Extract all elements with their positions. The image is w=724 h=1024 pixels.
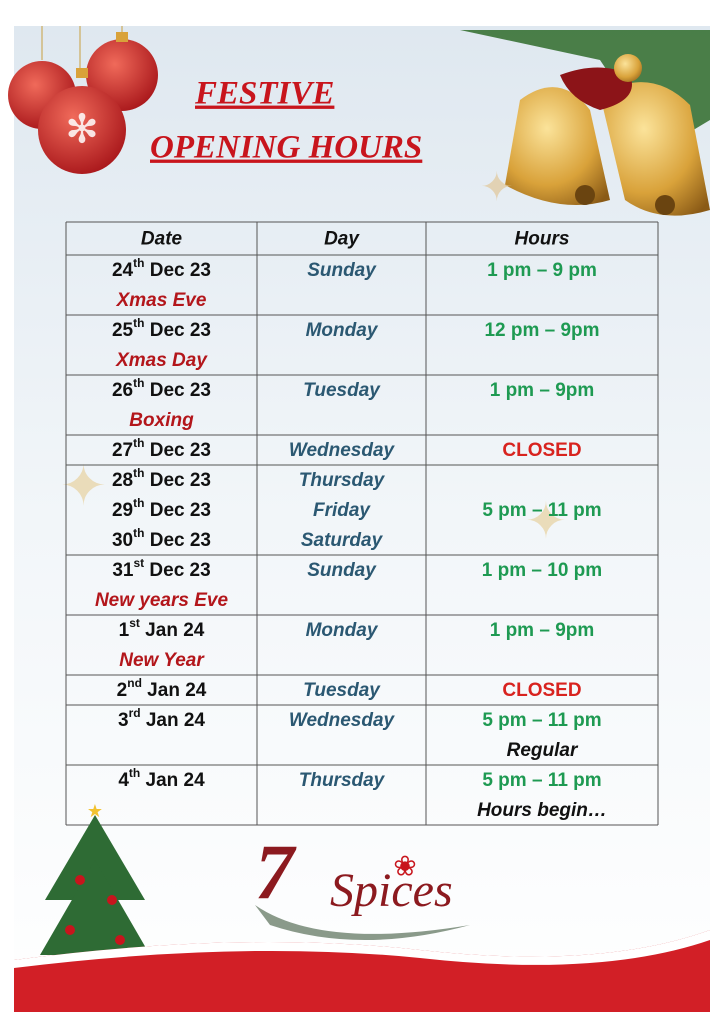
date-day: 27	[112, 440, 133, 461]
date-rest: Dec 23	[144, 500, 211, 521]
day: Friday	[313, 500, 371, 521]
date-suffix: th	[133, 256, 144, 270]
hours: 12 pm – 9pm	[484, 320, 599, 341]
bells	[460, 30, 710, 216]
date-day: 4	[118, 770, 129, 791]
date: 3rd Jan 24	[118, 706, 205, 731]
date-rest: Dec 23	[144, 320, 211, 341]
date-suffix: th	[133, 496, 144, 510]
hours: 1 pm – 9pm	[490, 620, 595, 641]
date: 1st Jan 24	[119, 616, 205, 641]
date-suffix: th	[133, 376, 144, 390]
day: Tuesday	[303, 380, 381, 401]
date-day: 3	[118, 710, 129, 731]
date-note: Xmas Eve	[116, 290, 207, 311]
hours: 5 pm – 11 pm	[482, 710, 601, 731]
day: Monday	[306, 320, 379, 341]
date-suffix: th	[133, 466, 144, 480]
date: 2nd Jan 24	[117, 676, 207, 701]
hours: 5 pm – 11 pm	[482, 500, 601, 521]
date-day: 1	[119, 620, 130, 641]
logo: 7 Spices ❀	[255, 828, 470, 940]
date-rest: Jan 24	[140, 770, 205, 791]
day: Monday	[306, 620, 379, 641]
date-note: Xmas Day	[115, 350, 208, 371]
date: 28th Dec 23	[112, 466, 211, 491]
date-note: Boxing	[129, 410, 194, 431]
date-rest: Jan 24	[140, 620, 205, 641]
day: Thursday	[299, 470, 386, 491]
date: 30th Dec 23	[112, 526, 211, 551]
column-header: Date	[141, 229, 183, 250]
date-suffix: th	[133, 436, 144, 450]
date-suffix: rd	[129, 706, 141, 720]
svg-text:✻: ✻	[65, 108, 99, 152]
date: 25th Dec 23	[112, 316, 211, 341]
hours: CLOSED	[502, 440, 581, 461]
date-note: New Year	[119, 650, 205, 671]
title-line2: OPENING HOURS	[150, 130, 422, 166]
date-day: 29	[112, 500, 133, 521]
logo-number: 7	[255, 828, 297, 915]
hours: Regular	[507, 740, 579, 761]
date-suffix: st	[129, 616, 140, 630]
hours: 1 pm – 9pm	[490, 380, 595, 401]
date-rest: Dec 23	[144, 440, 211, 461]
day: Tuesday	[303, 680, 381, 701]
logo-swoosh	[255, 905, 470, 940]
date-day: 24	[112, 260, 134, 281]
date: 26th Dec 23	[112, 376, 211, 401]
day: Wednesday	[289, 440, 396, 461]
date: 4th Jan 24	[118, 766, 205, 791]
date-day: 31	[112, 560, 134, 581]
hours: CLOSED	[502, 680, 581, 701]
date-day: 2	[117, 680, 128, 701]
date: 24th Dec 23	[112, 256, 211, 281]
hours: 1 pm – 9 pm	[487, 260, 597, 281]
logo-name: Spices	[330, 864, 453, 917]
date-rest: Dec 23	[144, 380, 211, 401]
date-rest: Dec 23	[144, 260, 211, 281]
baubles: ✻	[8, 26, 158, 174]
date-suffix: th	[133, 316, 144, 330]
svg-text:★: ★	[87, 801, 103, 821]
date: 29th Dec 23	[112, 496, 211, 521]
day: Wednesday	[289, 710, 396, 731]
date: 31st Dec 23	[112, 556, 210, 581]
title-line1: FESTIVE	[194, 76, 334, 112]
date-rest: Jan 24	[142, 680, 207, 701]
date-rest: Dec 23	[144, 470, 211, 491]
date-suffix: th	[129, 766, 140, 780]
date-rest: Dec 23	[144, 530, 211, 551]
column-header: Hours	[515, 229, 570, 250]
date-day: 26	[112, 380, 133, 401]
date: 27th Dec 23	[112, 436, 211, 461]
date-day: 30	[112, 530, 133, 551]
day: Sunday	[307, 560, 377, 581]
day: Saturday	[301, 530, 384, 551]
wave-stripe	[14, 930, 710, 968]
date-suffix: st	[133, 556, 144, 570]
column-header: Day	[324, 229, 360, 250]
star: ✦	[480, 166, 514, 210]
star: ✦	[525, 493, 567, 549]
date-suffix: th	[133, 526, 144, 540]
hours: Hours begin…	[477, 800, 607, 821]
day: Sunday	[307, 260, 377, 281]
hours: 1 pm – 10 pm	[482, 560, 602, 581]
date-rest: Jan 24	[141, 710, 206, 731]
star: ✦	[60, 454, 107, 517]
date-note: New years Eve	[95, 590, 229, 611]
logo-lotus: ❀	[393, 850, 416, 881]
hours: 5 pm – 11 pm	[482, 770, 601, 791]
date-day: 25	[112, 320, 134, 341]
day: Thursday	[299, 770, 386, 791]
date-day: 28	[112, 470, 133, 491]
date-rest: Dec 23	[144, 560, 211, 581]
date-suffix: nd	[127, 676, 142, 690]
